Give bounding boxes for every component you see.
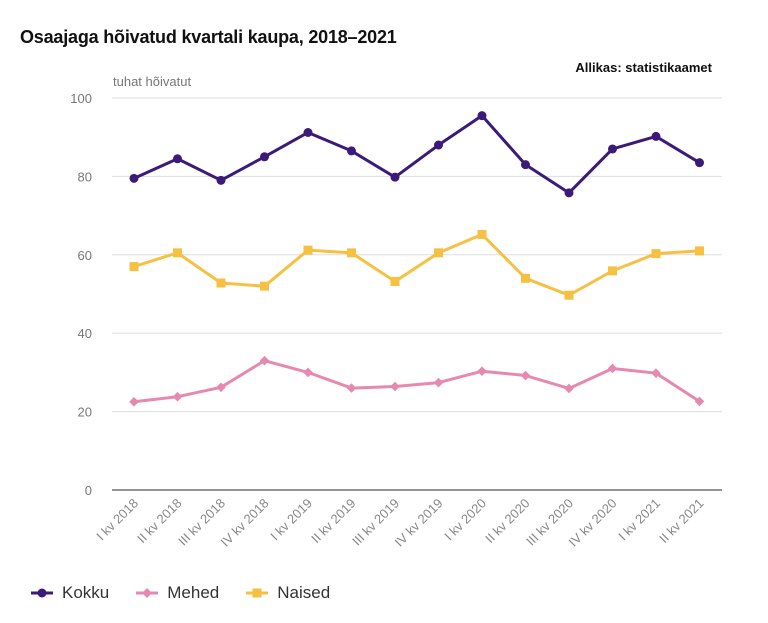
legend-swatch-mehed: [136, 588, 159, 598]
data-point-naised: [260, 281, 269, 291]
data-point-naised: [608, 266, 617, 276]
data-point-kokku: [434, 140, 443, 150]
data-point-kokku: [303, 127, 313, 137]
data-point-mehed: [172, 391, 183, 402]
data-point-naised: [521, 273, 530, 283]
data-point-kokku: [173, 154, 182, 164]
legend-item-kokku: Kokku: [30, 583, 109, 603]
legend-label-kokku: Kokku: [62, 583, 110, 602]
data-point-kokku: [695, 158, 704, 168]
legend: Kokku Mehed Naised: [30, 583, 330, 603]
data-point-kokku: [564, 188, 574, 198]
data-point-mehed: [346, 383, 357, 393]
data-point-mehed: [564, 383, 574, 394]
data-point-mehed: [651, 368, 661, 378]
data-point-mehed: [129, 397, 139, 407]
legend-swatch-kokku: [31, 588, 53, 598]
data-point-naised: [173, 248, 182, 258]
y-tick-label: 100: [70, 91, 92, 106]
legend-swatch-naised: [246, 588, 269, 598]
data-point-kokku: [216, 175, 226, 185]
data-point-kokku: [260, 152, 269, 162]
data-point-naised: [564, 290, 574, 300]
series-line-naised: [132, 232, 701, 297]
data-point-naised: [303, 245, 313, 255]
data-point-naised: [216, 278, 226, 288]
y-tick-label: 60: [78, 248, 92, 263]
data-point-kokku: [390, 172, 400, 182]
chart-title: Osaajaga hõivatud kvartali kaupa, 2018–2…: [20, 27, 397, 47]
data-point-naised: [390, 276, 400, 286]
data-point-naised: [347, 248, 356, 258]
data-point-mehed: [303, 367, 313, 378]
data-point-naised: [477, 229, 487, 239]
data-point-naised: [651, 249, 661, 259]
y-tick-label: 20: [78, 405, 92, 420]
legend-label-naised: Naised: [277, 583, 331, 602]
data-point-kokku: [347, 146, 356, 156]
data-point-kokku: [521, 160, 530, 170]
data-point-kokku: [651, 131, 661, 141]
y-tick-label: 40: [78, 326, 92, 341]
data-point-mehed: [390, 381, 400, 392]
x-tick-label: II kv 2021: [656, 496, 706, 546]
legend-item-naised: Naised: [245, 583, 330, 603]
data-point-naised: [129, 262, 139, 272]
series-line-kokku: [132, 114, 701, 195]
series-line-mehed: [132, 359, 701, 404]
x-tick-label: IV kv 2019: [392, 496, 446, 550]
x-tick-label: IV kv 2018: [218, 496, 272, 550]
legend-label-mehed: Mehed: [167, 583, 220, 602]
data-point-kokku: [608, 144, 617, 154]
y-axis-unit-label: tuhat hõivatut: [113, 74, 192, 89]
data-point-kokku: [477, 111, 487, 121]
data-point-naised: [434, 248, 443, 258]
data-point-mehed: [607, 363, 618, 374]
data-point-mehed: [259, 355, 270, 366]
data-point-mehed: [520, 370, 531, 381]
data-point-kokku: [129, 173, 139, 183]
data-point-mehed: [694, 396, 705, 407]
legend-item-mehed: Mehed: [135, 583, 219, 603]
data-point-mehed: [433, 377, 444, 388]
source-label: Allikas: statistikaamet: [575, 60, 712, 75]
data-point-mehed: [216, 382, 226, 393]
data-point-mehed: [477, 366, 487, 377]
y-tick-label: 0: [85, 483, 92, 498]
x-tick-label: IV kv 2020: [566, 496, 620, 550]
y-tick-label: 80: [78, 169, 92, 184]
data-point-naised: [695, 246, 704, 256]
